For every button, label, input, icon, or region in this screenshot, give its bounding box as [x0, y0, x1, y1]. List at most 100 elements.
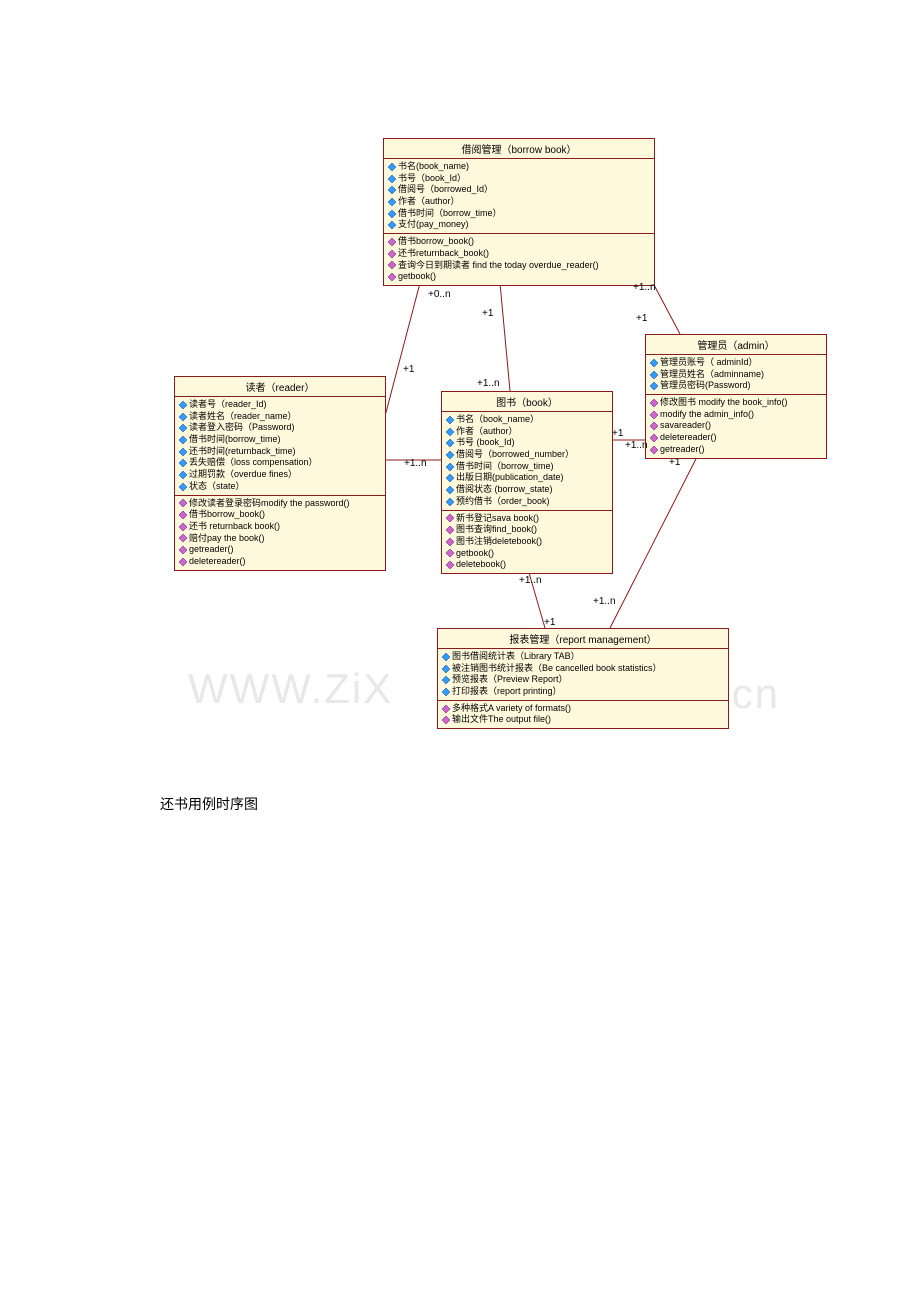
attribute-icon: [446, 486, 454, 494]
uml-item: 图书注销deletebook(): [446, 536, 608, 548]
attribute-icon: [446, 451, 454, 459]
uml-item-text: 图书借阅统计表（Library TAB）: [452, 651, 580, 663]
uml-item: 借书borrow_book(): [388, 236, 650, 248]
uml-item: 作者（author）: [446, 426, 608, 438]
method-icon: [650, 399, 658, 407]
class-book-title: 图书（book）: [442, 392, 612, 412]
uml-item: 书号（book_Id）: [388, 173, 650, 185]
method-icon: [442, 716, 450, 724]
uml-item-text: 赔付pay the book(): [189, 533, 265, 545]
cardinality-label: +1..n: [633, 282, 656, 293]
uml-item: deletereader(): [650, 432, 822, 444]
uml-item: 借阅状态 (borrow_state): [446, 484, 608, 496]
uml-item-text: 修改图书 modify the book_info(): [660, 397, 788, 409]
attribute-icon: [650, 382, 658, 390]
uml-item-text: getreader(): [189, 544, 234, 556]
uml-item: 打印报表（report printing）: [442, 686, 724, 698]
uml-item: 管理员姓名（adminname): [650, 369, 822, 381]
method-icon: [446, 538, 454, 546]
cardinality-label: +1: [669, 457, 680, 468]
uml-item-text: 读者登入密码（Password): [189, 422, 295, 434]
attribute-icon: [179, 401, 187, 409]
attribute-icon: [442, 676, 450, 684]
uml-item-text: 还书时间(returnback_time): [189, 446, 296, 458]
uml-item: 借书时间（borrow_time）: [388, 208, 650, 220]
method-icon: [388, 273, 396, 281]
attribute-icon: [446, 439, 454, 447]
uml-item: getreader(): [650, 444, 822, 456]
uml-item: getreader(): [179, 544, 381, 556]
attribute-icon: [650, 359, 658, 367]
class-report-methods: 多种格式A variety of formats()输出文件The output…: [438, 701, 728, 728]
attribute-icon: [179, 483, 187, 491]
uml-item-text: 修改读者登录密码modify the password(): [189, 498, 350, 510]
class-admin-title: 管理员（admin）: [646, 335, 826, 355]
attribute-icon: [442, 688, 450, 696]
uml-item-text: 多种格式A variety of formats(): [452, 703, 571, 715]
uml-item-text: savareader(): [660, 420, 711, 432]
class-admin: 管理员（admin） 管理员账号（ adminId）管理员姓名（adminnam…: [645, 334, 827, 459]
uml-item: 图书借阅统计表（Library TAB）: [442, 651, 724, 663]
uml-item-text: 图书查询find_book(): [456, 524, 537, 536]
uml-item: 修改读者登录密码modify the password(): [179, 498, 381, 510]
attribute-icon: [388, 198, 396, 206]
cardinality-label: +1: [544, 617, 555, 628]
attribute-icon: [179, 413, 187, 421]
uml-item-text: 还书 returnback book(): [189, 521, 280, 533]
uml-item: getbook(): [388, 271, 650, 283]
uml-item: 作者（author）: [388, 196, 650, 208]
uml-item: 还书 returnback book(): [179, 521, 381, 533]
method-icon: [446, 561, 454, 569]
uml-item: 借阅号（borrowed_number）: [446, 449, 608, 461]
uml-item-text: 书名（book_name）: [456, 414, 539, 426]
uml-item-text: 管理员密码(Password): [660, 380, 751, 392]
uml-item-text: deletereader(): [660, 432, 717, 444]
uml-item: 管理员密码(Password): [650, 380, 822, 392]
uml-item-text: 查询今日到期读者 find the today overdue_reader(): [398, 260, 599, 272]
class-reader-methods: 修改读者登录密码modify the password()借书borrow_bo…: [175, 496, 385, 570]
method-icon: [650, 434, 658, 442]
uml-item-text: 借阅号（borrowed_Id）: [398, 184, 493, 196]
attribute-icon: [442, 653, 450, 661]
uml-item: deletebook(): [446, 559, 608, 571]
uml-item-text: 作者（author）: [398, 196, 460, 208]
uml-item: 支付(pay_money): [388, 219, 650, 231]
attribute-icon: [388, 210, 396, 218]
cardinality-label: +1: [612, 428, 623, 439]
method-icon: [446, 549, 454, 557]
uml-item-text: 支付(pay_money): [398, 219, 469, 231]
class-report: 报表管理（report management） 图书借阅统计表（Library …: [437, 628, 729, 729]
method-icon: [442, 705, 450, 713]
method-icon: [179, 534, 187, 542]
uml-item: 管理员账号（ adminId）: [650, 357, 822, 369]
uml-item-text: 借书borrow_book(): [398, 236, 474, 248]
uml-item: 状态（state）: [179, 481, 381, 493]
uml-item: 借书borrow_book(): [179, 509, 381, 521]
cardinality-label: +1: [636, 313, 647, 324]
uml-item-text: 读者号（reader_Id): [189, 399, 267, 411]
uml-item-text: 书名(book_name): [398, 161, 469, 173]
uml-item-text: getbook(): [456, 548, 494, 560]
uml-item-text: 打印报表（report printing）: [452, 686, 562, 698]
class-reader-title: 读者（reader）: [175, 377, 385, 397]
class-borrow: 借阅管理（borrow book） 书名(book_name)书号（book_I…: [383, 138, 655, 286]
uml-item-text: 丢失赔偿（loss compensation）: [189, 457, 318, 469]
method-icon: [179, 558, 187, 566]
attribute-icon: [388, 175, 396, 183]
class-reader: 读者（reader） 读者号（reader_Id)读者姓名（reader_nam…: [174, 376, 386, 571]
class-report-attrs: 图书借阅统计表（Library TAB）被注销图书统计报表（Be cancell…: [438, 649, 728, 701]
uml-item: 预约借书（order_book): [446, 496, 608, 508]
uml-item: 读者号（reader_Id): [179, 399, 381, 411]
method-icon: [650, 446, 658, 454]
class-borrow-attrs: 书名(book_name)书号（book_Id）借阅号（borrowed_Id）…: [384, 159, 654, 234]
cardinality-label: +1: [482, 308, 493, 319]
method-icon: [388, 238, 396, 246]
uml-item: 出版日期(publication_date): [446, 472, 608, 484]
method-icon: [179, 546, 187, 554]
uml-item-text: 还书returnback_book(): [398, 248, 489, 260]
class-admin-methods: 修改图书 modify the book_info()modify the ad…: [646, 395, 826, 457]
attribute-icon: [442, 665, 450, 673]
uml-item-text: 预约借书（order_book): [456, 496, 550, 508]
attribute-icon: [388, 221, 396, 229]
uml-item-text: 管理员姓名（adminname): [660, 369, 764, 381]
